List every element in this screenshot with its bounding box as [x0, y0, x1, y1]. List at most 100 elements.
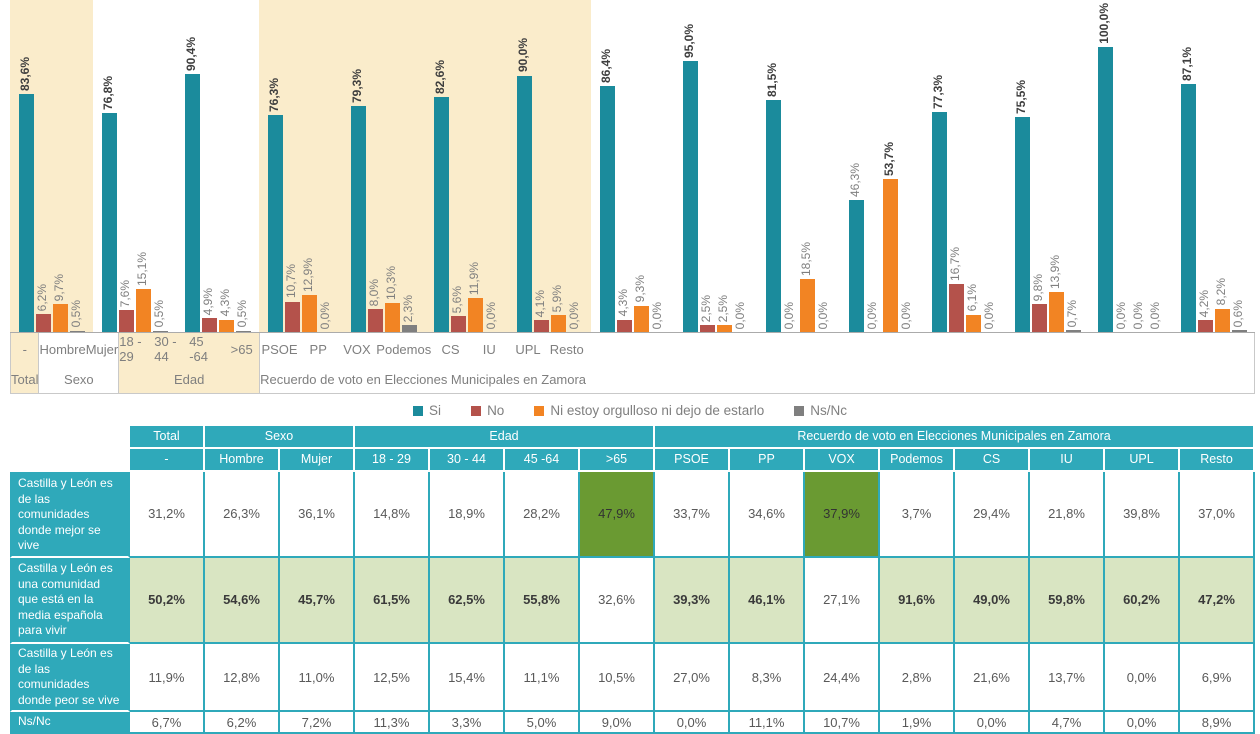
bar-value-label: 2,5% — [716, 294, 731, 322]
bar-unit: 0,0% — [650, 0, 666, 332]
axis-category-row: PSOE PP VOX Podemos CS IU UPL Resto — [260, 333, 586, 365]
bar-value-label: 4,2% — [1197, 289, 1212, 318]
bar-unit: 79,3% — [350, 0, 366, 332]
table-cell: 12,5% — [355, 643, 430, 713]
bar-Si — [433, 96, 449, 332]
table-cell: 11,0% — [280, 643, 355, 713]
table-body: Castilla y León es de las comunidades do… — [10, 472, 1256, 734]
chart-group: 86,4% 4,3% 9,3% 0,0% 95,0% 2,5% 2,5% 0,0% 81,5% 0… — [591, 0, 1255, 332]
axis-category-label: Hombre — [39, 341, 86, 357]
chart-category: 83,6% 6,2% 9,7% 0,5% — [10, 0, 93, 332]
bar-Ni estoy orgulloso ni dejo de estarlo — [384, 302, 400, 332]
bar-Si — [516, 75, 532, 332]
bar-No — [35, 314, 51, 332]
chart-group: 76,8% 7,6% 15,1% 0,5% 90,4% 4,9% 4,3% 0,5% — [93, 0, 259, 332]
axis-category-label: PSOE — [261, 341, 298, 357]
bar-No — [948, 284, 964, 332]
table-cell: 50,2% — [130, 557, 205, 644]
bar-Ni estoy orgulloso ni dejo de estarlo — [467, 298, 483, 332]
table-col-header: PSOE — [655, 449, 731, 472]
bar-unit: 0,0% — [1131, 0, 1147, 332]
table-col-header: 45 -64 — [505, 449, 580, 472]
bar-unit: 100,0% — [1097, 0, 1113, 332]
table-cell: 8,9% — [1180, 712, 1256, 734]
table-cell: 18,9% — [430, 472, 505, 558]
table-col-header: >65 — [580, 449, 656, 472]
table-cell: 2,8% — [880, 643, 956, 713]
bar-unit: 9,8% — [1031, 0, 1047, 332]
bar-unit: 5,9% — [550, 0, 566, 332]
bar-unit: 0,0% — [899, 0, 915, 332]
bar-value-label: 81,5% — [765, 62, 780, 97]
bar-unit: 15,1% — [135, 0, 151, 332]
bar-No — [201, 318, 217, 332]
table-col-header: Podemos — [880, 449, 956, 472]
table-cell: 6,2% — [205, 712, 280, 734]
bar-unit: 11,9% — [467, 0, 483, 332]
table-cell: 27,0% — [655, 643, 731, 713]
bar-value-label: 0,5% — [235, 300, 250, 328]
bar-Ni estoy orgulloso ni dejo de estarlo — [52, 304, 68, 332]
bar-value-label: 0,5% — [152, 300, 167, 328]
bar-unit: 0,0% — [484, 0, 500, 332]
bar-value-label: 77,3% — [931, 74, 946, 109]
bar-unit: 0,5% — [152, 0, 168, 332]
bar-value-label: 4,3% — [616, 289, 631, 317]
bar-value-label: 0,6% — [1231, 299, 1246, 328]
bar-value-label: 7,6% — [118, 279, 133, 308]
table-cell: 39,3% — [655, 557, 731, 644]
table-cell: 9,0% — [580, 712, 656, 734]
axis-group-label: Recuerdo de voto en Elecciones Municipal… — [260, 371, 587, 387]
legend-item: No — [471, 403, 504, 418]
axis-category-label: CS — [441, 341, 460, 357]
legend-swatch — [471, 405, 482, 416]
axis-group-label: Total — [11, 371, 39, 387]
legend-label: No — [487, 403, 505, 418]
bar-unit: 7,6% — [118, 0, 134, 332]
axis-category-label: 30 - 44 — [154, 334, 177, 364]
bar-Si — [1180, 83, 1196, 332]
chart-group: 83,6% 6,2% 9,7% 0,5% — [10, 0, 93, 332]
axis-group: PSOE PP VOX Podemos CS IU UPL Resto Recuerdo de … — [259, 333, 586, 393]
bar-unit: 2,5% — [716, 0, 732, 332]
bar-unit: 0,5% — [235, 0, 251, 332]
table-cell: 3,3% — [430, 712, 505, 734]
legend-label: Si — [429, 403, 442, 418]
table-cell: 0,0% — [655, 712, 731, 734]
bar-value-label: 4,3% — [218, 289, 233, 317]
bar-Ni estoy orgulloso ni dejo de estarlo — [1048, 292, 1064, 332]
table-col-header: PP — [730, 449, 806, 472]
bar-Ns/Nc — [1231, 330, 1247, 332]
table-col-header: IU — [1030, 449, 1106, 472]
chart-category: 79,3% 8,0% 10,3% 2,3% — [342, 0, 425, 332]
bar-unit: 0,0% — [1148, 0, 1164, 332]
bar-value-label: 82,6% — [433, 59, 448, 94]
table-cell: 12,8% — [205, 643, 280, 713]
bar-value-label: 0,0% — [567, 301, 582, 329]
table-col-header: - — [130, 449, 205, 472]
bar-Si — [18, 93, 34, 332]
legend-swatch — [413, 405, 424, 416]
axis-category-label: UPL — [515, 341, 541, 357]
axis-category-label: Resto — [549, 341, 584, 357]
bar-value-label: 8,2% — [1214, 278, 1229, 306]
bar-unit: 12,9% — [301, 0, 317, 332]
bar-value-label: 76,3% — [267, 77, 282, 112]
bar-unit: 10,3% — [384, 0, 400, 332]
axis-group: 18 - 29 30 - 44 45 -64 >65 Edad — [118, 333, 260, 393]
table-cell: 61,5% — [355, 557, 430, 644]
bar-value-label: 10,7% — [284, 264, 299, 299]
bar-value-label: 11,9% — [467, 261, 482, 296]
grouped-bar-chart: 83,6% 6,2% 9,7% 0,5% 76,8% 7,6% 15,1% 0,5% 90,4%… — [10, 0, 1255, 394]
legend-swatch — [794, 405, 805, 416]
bar-No — [699, 324, 715, 332]
table-cell: 0,0% — [1105, 712, 1181, 734]
bar-value-label: 90,4% — [184, 37, 199, 72]
bar-value-label: 0,0% — [982, 301, 997, 329]
table-row-label: Castilla y León es una comunidad que est… — [10, 557, 130, 644]
legend-label: Ni estoy orgulloso ni dejo de estarlo — [550, 403, 765, 418]
bar-value-label: 0,0% — [650, 301, 665, 329]
table-cell: 49,0% — [955, 557, 1031, 644]
axis-group-label: Edad — [174, 371, 205, 387]
table-cell: 13,7% — [1030, 643, 1106, 713]
